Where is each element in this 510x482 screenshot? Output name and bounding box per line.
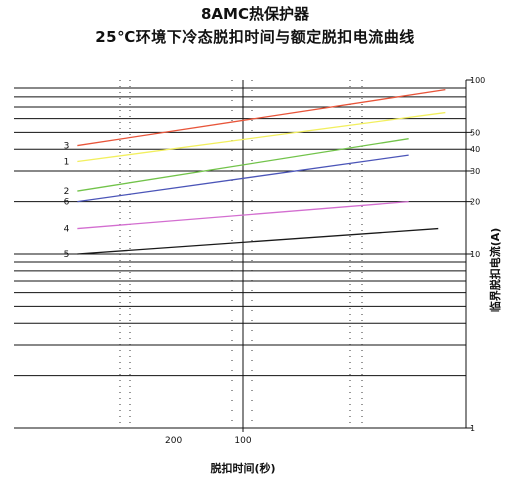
series-label-2: 2	[64, 187, 70, 197]
y-tick-labels: 100 50 40 30 20 10 1	[466, 76, 485, 433]
series-line-5	[77, 227, 439, 255]
x-tick-label: 100	[234, 436, 251, 446]
series-labels: 3 1 26 4 5	[64, 142, 70, 260]
series-line-3	[77, 89, 446, 147]
chart-title: 8AMC热保护器	[201, 5, 309, 23]
series-label-5: 5	[64, 250, 70, 260]
x-tick-label: 200	[165, 436, 182, 446]
series-lines	[77, 89, 446, 255]
series-label-6: 6	[64, 198, 70, 208]
grid	[14, 80, 467, 432]
x-axis-label: 脱扣时间(秒)	[210, 461, 275, 475]
series-label-1: 1	[64, 158, 70, 168]
series-line-4	[77, 200, 409, 230]
chart-subtitle: 25℃环境下冷态脱扣时间与额定脱扣电流曲线	[95, 28, 415, 46]
y-tick-label: 50	[470, 128, 480, 137]
series-label-4: 4	[64, 225, 70, 235]
series-line-1	[77, 111, 446, 163]
y-tick-label: 1	[470, 424, 475, 433]
series-label-3: 3	[64, 142, 70, 152]
series-line-6	[77, 154, 409, 203]
x-tick-labels: 200 100	[165, 436, 252, 446]
y-tick-label: 20	[470, 198, 480, 207]
series-line-2	[77, 138, 409, 192]
y-tick-label: 40	[470, 145, 480, 154]
y-tick-label: 100	[470, 76, 485, 85]
y-axis-label: 临界脱扣电流(A)	[488, 228, 502, 313]
y-tick-label: 10	[470, 250, 480, 259]
y-tick-label: 30	[470, 167, 480, 176]
